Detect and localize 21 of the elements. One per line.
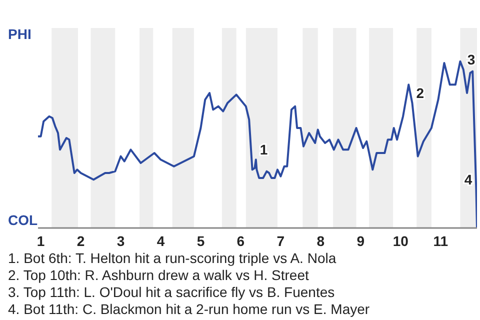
text: 1. Bot 6th: T. Helton hit a run-scoring triple vs A. Nola [8,250,338,267]
text: 4. Bot 11th: C. Blackmon hit a 2-run home run vs E. Mayer [8,301,371,318]
x-tick-label: 6 [236,232,245,249]
x-tick-label: 11 [433,232,448,249]
annotation: 3 [467,52,476,68]
x-tick-label: 4 [156,232,165,249]
annotation: 2 [416,85,424,101]
x-tick-label: 2 [76,232,85,249]
text: PHI [8,26,32,42]
annotation: 1 [260,142,268,158]
x-tick-label: 9 [356,232,365,249]
x-tick-label: 1 [36,232,45,249]
annotation: 4 [464,172,472,188]
text: 3. Top 11th: L. O'Doul hit a sacrifice fly vs B. Fuentes [8,284,336,301]
x-tick-label: 10 [392,232,409,249]
x-tick-label: 8 [316,232,325,249]
text: 2. Top 10th: R. Ashburn drew a walk vs H. Street [8,267,310,284]
x-tick-label: 7 [276,232,285,249]
text: COL [8,212,38,228]
x-tick-label: 5 [196,232,205,249]
x-tick-label: 3 [116,232,125,249]
